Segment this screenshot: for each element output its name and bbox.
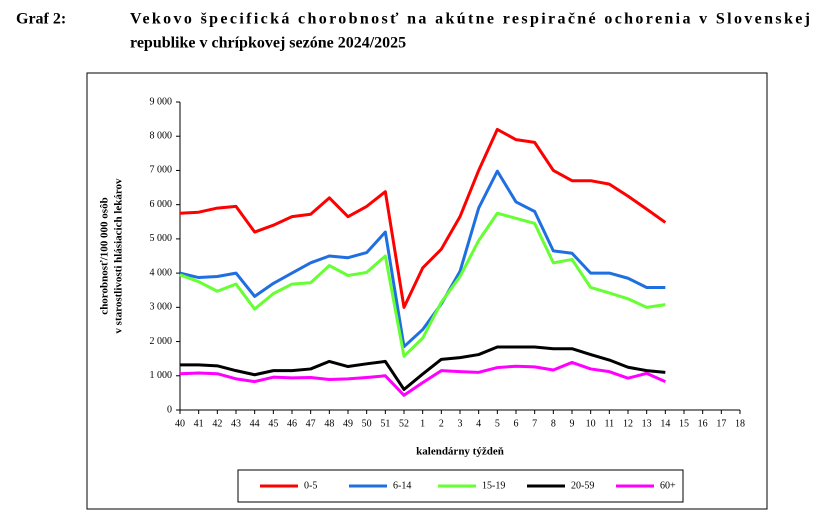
x-tick-label: 44 [250, 418, 260, 429]
legend-box [237, 469, 684, 503]
x-tick-label: 12 [623, 418, 633, 429]
y-tick-label: 8 000 [150, 131, 173, 142]
x-tick-label: 41 [194, 418, 204, 429]
x-tick-label: 48 [324, 418, 334, 429]
x-tick-label: 6 [514, 418, 519, 429]
x-tick-label: 1 [420, 418, 425, 429]
x-tick-label: 2 [439, 418, 444, 429]
x-tick-label: 3 [458, 418, 463, 429]
x-tick-label: 10 [586, 418, 596, 429]
legend-label: 20-59 [571, 480, 594, 491]
y-axis-label: v starostlivosti hlásiacich lekárov [113, 178, 125, 334]
y-tick-label: 6 000 [150, 199, 173, 210]
y-tick-label: 3 000 [150, 302, 173, 313]
series-line [179, 360, 666, 397]
x-tick-label: 49 [343, 418, 353, 429]
x-tick-label: 8 [551, 418, 556, 429]
x-tick-label: 11 [605, 418, 615, 429]
x-axis-label: kalendárny týždeň [416, 446, 504, 458]
y-axis-label: chorobnosť/100 000 osôb [99, 197, 111, 314]
figure-label: Graf 2: [16, 11, 66, 28]
y-tick-label: 5 000 [150, 233, 173, 244]
x-tick-label: 47 [306, 418, 316, 429]
legend-label: 60+ [660, 480, 676, 491]
x-tick-label: 15 [679, 418, 689, 429]
x-tick-label: 46 [287, 418, 297, 429]
y-tick-label: 0 [167, 404, 172, 415]
x-tick-label: 13 [642, 418, 652, 429]
y-tick-label: 9 000 [150, 96, 173, 107]
x-tick-label: 42 [212, 418, 222, 429]
x-tick-label: 14 [660, 418, 670, 429]
chart-title: republike v chrípkovej sezóne 2024/2025 [130, 35, 406, 52]
legend-label: 0-5 [304, 480, 317, 491]
x-tick-label: 50 [362, 418, 372, 429]
x-tick-label: 16 [698, 418, 708, 429]
x-tick-label: 45 [268, 418, 278, 429]
x-tick-label: 7 [532, 418, 537, 429]
series-line [180, 345, 666, 391]
x-tick-label: 5 [495, 418, 500, 429]
series-line [179, 211, 666, 358]
y-tick-label: 1 000 [150, 370, 173, 381]
series-line [179, 169, 666, 349]
series-line [179, 127, 667, 309]
x-tick-label: 51 [380, 418, 390, 429]
y-tick-label: 2 000 [150, 336, 173, 347]
x-tick-label: 17 [716, 418, 726, 429]
x-tick-label: 43 [231, 418, 241, 429]
y-tick-label: 7 000 [150, 165, 173, 176]
x-tick-label: 18 [735, 418, 745, 429]
chart-title: Vekovo špecifická chorobnosť na akútne r… [130, 11, 810, 28]
x-tick-label: 4 [476, 418, 481, 429]
x-tick-label: 52 [399, 418, 409, 429]
x-tick-label: 9 [570, 418, 575, 429]
y-tick-label: 4 000 [150, 267, 173, 278]
chart-frame [86, 72, 768, 510]
x-tick-label: 40 [175, 418, 185, 429]
legend-label: 6-14 [393, 480, 411, 491]
legend-label: 15-19 [482, 480, 505, 491]
